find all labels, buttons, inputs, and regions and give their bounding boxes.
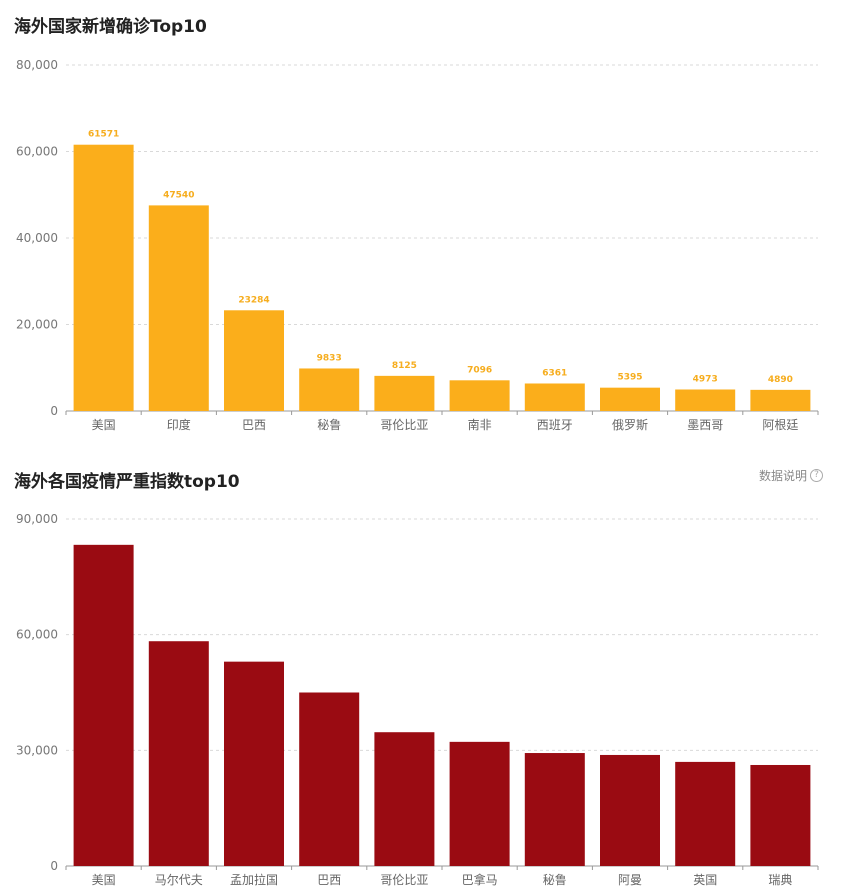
x-tick-label: 印度 [167,417,191,432]
bar[interactable] [449,380,510,411]
bar[interactable] [449,741,510,866]
bar[interactable] [73,544,134,866]
bar[interactable] [750,389,811,411]
chart1-title: 海外国家新增确诊Top10 [14,17,207,37]
bar[interactable] [675,389,736,411]
data-label: 47540 [163,190,194,200]
y-tick-label: 0 [50,404,58,418]
data-label: 61571 [88,130,119,140]
question-circle-icon: ? [810,469,823,482]
x-tick-label: 西班牙 [537,418,573,432]
y-tick-label: 20,000 [16,318,58,332]
bar[interactable] [374,375,435,411]
bar[interactable] [299,692,360,867]
x-tick-label: 哥伦比亚 [380,872,428,887]
bar[interactable] [524,383,585,411]
x-tick-label: 美国 [92,873,116,887]
bar[interactable] [148,205,209,411]
x-tick-label: 巴西 [317,873,341,887]
x-tick-label: 英国 [693,873,717,887]
bar[interactable] [73,144,134,411]
x-tick-label: 孟加拉国 [230,872,278,887]
x-tick-label: 秘鲁 [317,418,341,432]
y-tick-label: 60,000 [16,628,58,642]
x-tick-label: 墨西哥 [687,418,723,432]
bar[interactable] [600,754,660,866]
x-tick-label: 巴拿马 [462,872,498,887]
x-tick-label: 哥伦比亚 [380,417,428,432]
bar[interactable] [524,753,585,866]
y-tick-label: 80,000 [16,58,58,72]
bar[interactable] [148,641,209,866]
data-explanation-label: 数据说明 [758,469,807,483]
bar[interactable] [675,761,736,866]
bar[interactable] [224,661,284,866]
bar[interactable] [750,764,811,866]
y-tick-label: 30,000 [16,743,58,757]
x-tick-label: 秘鲁 [543,873,567,887]
bar[interactable] [224,310,284,411]
x-tick-label: 马尔代夫 [155,872,203,887]
data-explanation-link[interactable]: 数据说明 ? [759,467,823,484]
y-tick-label: 90,000 [16,512,58,526]
data-label: 4973 [693,374,718,384]
bar[interactable] [299,368,360,411]
x-tick-label: 美国 [92,418,116,432]
data-label: 7096 [467,365,492,375]
data-label: 4890 [768,375,793,385]
data-label: 23284 [238,295,269,305]
y-tick-label: 0 [50,859,58,873]
new-cases-bar-chart: 0 20,000 40,000 60,000 80,000 61571 美国 47540 印度 2… [16,58,819,432]
data-label: 5395 [617,373,642,383]
x-tick-label: 阿曼 [618,873,642,887]
x-tick-label: 南非 [468,417,492,432]
data-label: 6361 [542,368,567,378]
x-tick-label: 俄罗斯 [612,418,648,432]
x-tick-label: 巴西 [242,418,266,432]
data-label: 8125 [392,361,417,371]
bar[interactable] [374,732,435,866]
x-tick-label: 瑞典 [768,873,792,887]
y-tick-label: 40,000 [16,231,58,245]
bar[interactable] [600,387,660,411]
x-tick-label: 阿根廷 [762,418,798,432]
chart2-title: 海外各国疫情严重指数top10 [14,472,240,492]
y-tick-label: 60,000 [16,145,58,159]
data-label: 9833 [317,353,342,363]
